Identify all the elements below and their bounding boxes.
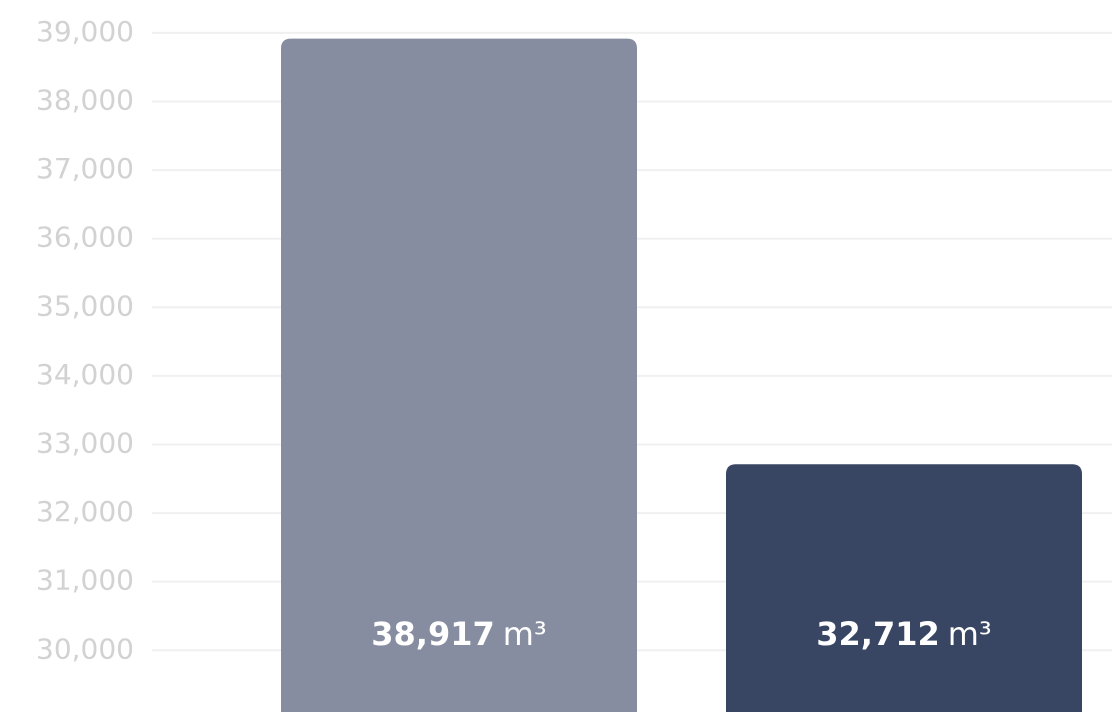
- bar: [726, 464, 1082, 712]
- value-number: 32,712: [816, 615, 939, 653]
- bar: [281, 38, 637, 712]
- y-tick-label: 33,000: [36, 426, 134, 459]
- value-unit: m³: [503, 615, 547, 653]
- value-unit: m³: [948, 615, 992, 653]
- value-label: 32,712 m³: [816, 615, 991, 653]
- y-tick-label: 32,000: [36, 495, 134, 528]
- y-tick-label: 37,000: [36, 152, 134, 185]
- y-tick-label: 31,000: [36, 564, 134, 597]
- value-label: 38,917 m³: [371, 615, 546, 653]
- y-tick-label: 38,000: [36, 84, 134, 117]
- y-tick-label: 30,000: [36, 632, 134, 665]
- y-tick-label: 36,000: [36, 221, 134, 254]
- y-tick-label: 39,000: [36, 15, 134, 48]
- y-tick-label: 35,000: [36, 289, 134, 322]
- value-number: 38,917: [371, 615, 494, 653]
- y-tick-label: 34,000: [36, 358, 134, 391]
